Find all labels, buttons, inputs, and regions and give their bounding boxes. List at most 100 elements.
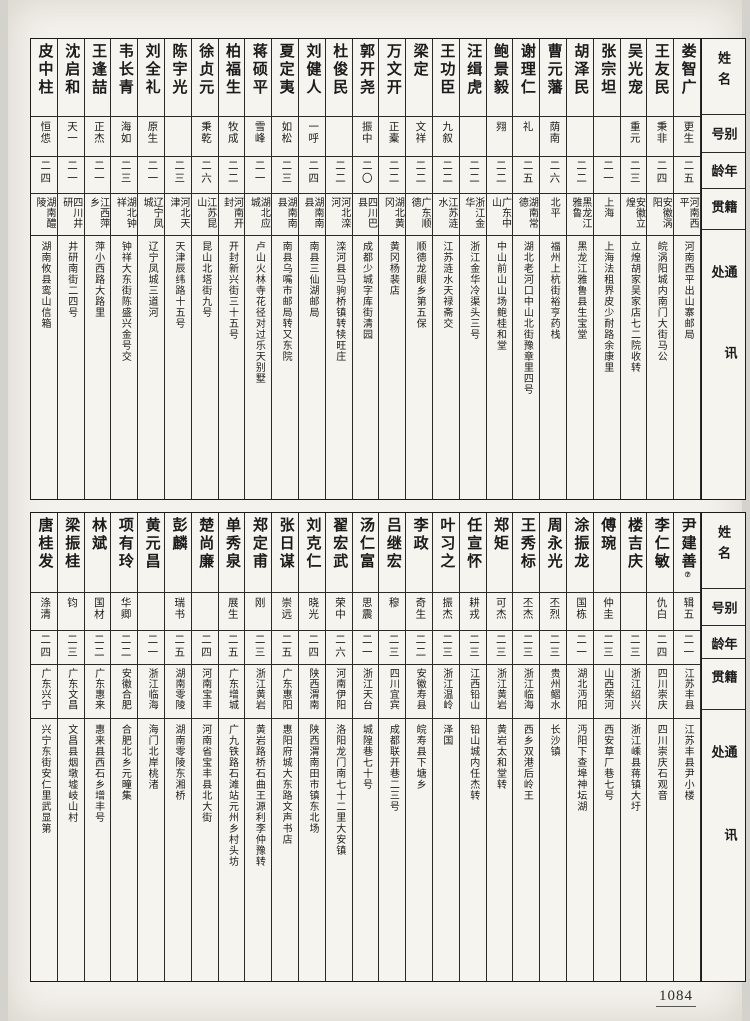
entry-age: 二五 — [272, 631, 299, 665]
entry-alias: 原生 — [138, 117, 165, 157]
entry-name: 唐桂发 — [31, 513, 57, 593]
entry-column: 郭开尧 振中 二〇 四川巴县 成都少城字库街清园 — [352, 39, 380, 499]
entry-native: 浙江临海 — [138, 665, 165, 719]
entry-address: 皖涡阳城内南门大街马公 — [655, 241, 667, 362]
entry-age: 二四 — [299, 631, 325, 665]
entry-name: 林斌 — [84, 513, 111, 593]
entry-native: 广东中山 — [486, 194, 513, 236]
entry-address: 南县乌嘴市邮局转又东院 — [280, 241, 292, 362]
entry-alias: 穆 — [379, 593, 406, 631]
entry-alias: 奇生 — [406, 593, 433, 631]
entry-column: 陈宇光 二三 河北天津 天津辰纬路十五号 — [165, 39, 192, 499]
entry-alias: 九叙 — [433, 117, 459, 157]
entry-native: 浙江绍兴 — [620, 665, 647, 719]
entry-native: 河南西平 — [674, 194, 700, 236]
entry-column: 刘健人 一呼 二四 湖南南县 南县三仙湖邮局 — [299, 39, 326, 499]
entry-native: 广东惠阳 — [272, 665, 299, 719]
entry-alias: 辑五 — [674, 593, 700, 631]
entry-column: 尹建善⑦ 辑五 二一 江苏丰县 江苏丰县尹小楼 — [674, 513, 701, 981]
entry-alias: 晓光 — [299, 593, 325, 631]
entry-name-note: ⑦ — [683, 571, 692, 579]
entry-name: 张日谋 — [272, 513, 299, 593]
entry-native: 河南伊阳 — [325, 665, 352, 719]
entry-native: 安徽合肥 — [111, 665, 138, 719]
entry-name: 任宣怀 — [459, 513, 486, 593]
entry-age: 二三 — [459, 631, 486, 665]
entry-address: 顺德龙眼乡第五保 — [414, 241, 426, 329]
entry-column: 彭麟 瑞书 二五 湖南零陵 湖南零陵东湘桥 — [165, 513, 192, 981]
entry-address: 中山前山山场鲍桂和堂 — [494, 241, 506, 351]
entry-name: 梁振桂 — [57, 513, 84, 593]
entry-age: 二二 — [84, 631, 111, 665]
entry-name: 李仁敏 — [647, 513, 674, 593]
entry-address: 四川崇庆石观音 — [655, 724, 667, 801]
entry-alias: 仲圭 — [593, 593, 620, 631]
entry-age: 二二 — [486, 157, 513, 194]
entry-alias — [593, 117, 620, 157]
entry-address: 长沙镇 — [548, 724, 560, 757]
entry-age: 二三 — [540, 631, 567, 665]
entry-native: 安徽涡阳 — [647, 194, 674, 236]
entry-column: 徐贞元 秉乾 二六 江苏昆山 昆山北塔街九号 — [191, 39, 219, 499]
entry-column: 任宣怀 耕戎 二三 江西铅山 铅山城内任杰转 — [459, 513, 487, 981]
entry-address: 文昌县烟墩墟岐山村 — [65, 724, 77, 823]
entry-address: 滦河县马驹桥镇转犊旺庄 — [333, 241, 345, 362]
entry-name: 楚尚廉 — [191, 513, 218, 593]
entry-native: 辽宁凤城 — [138, 194, 165, 236]
entry-address: 钟祥大东街陈盛兴金号交 — [119, 241, 131, 362]
entry-alias — [138, 593, 165, 631]
entry-address: 浙江金华冷渠头三号 — [467, 241, 479, 340]
entry-alias: 秉乾 — [191, 117, 218, 157]
entry-alias: 重元 — [620, 117, 647, 157]
entry-alias: 恒怹 — [31, 117, 57, 157]
entry-age: 二三 — [593, 631, 620, 665]
entry-native: 四川宜宾 — [379, 665, 406, 719]
entry-native: 江苏涟水 — [433, 194, 459, 236]
entry-alias: 可杰 — [486, 593, 513, 631]
entry-age: 二三 — [513, 631, 540, 665]
entry-address: 黄岩路桥石曲王源利李仲豫转 — [253, 724, 265, 867]
entry-alias: 正杰 — [84, 117, 111, 157]
entry-age: 二三 — [272, 157, 299, 194]
entry-age: 二四 — [191, 631, 218, 665]
entry-column: 翟宏武 荣中 二六 河南伊阳 洛阳龙门南七十二里大安镇 — [325, 513, 353, 981]
header-address: 通讯处 — [709, 745, 738, 912]
entry-name: 胡泽民 — [567, 39, 593, 117]
header-name: 姓名 — [702, 513, 745, 590]
entry-address: 湖南零陵东湘桥 — [172, 724, 184, 801]
entry-native: 浙江金华 — [459, 194, 486, 236]
entry-column: 蒋硕平 雪峰 二一 湖北应城 卢山火林寺花径对过乐天别墅 — [245, 39, 273, 499]
entry-address: 江苏涟水天禄斋交 — [440, 241, 452, 329]
entry-name: 万文开 — [379, 39, 406, 117]
entry-native: 广东顺德 — [406, 194, 433, 236]
entry-alias: 丕杰 — [513, 593, 540, 631]
entry-native: 河北天津 — [165, 194, 191, 236]
entry-native: 湖南常德 — [513, 194, 540, 236]
entry-native: 广东增城 — [218, 665, 245, 719]
entry-address: 昆山北塔街九号 — [199, 241, 211, 318]
entry-name: 鲍景毅 — [486, 39, 513, 117]
entry-age: 二四 — [31, 631, 57, 665]
entry-alias: 海如 — [111, 117, 138, 157]
entry-age: 二三 — [379, 631, 406, 665]
header-alias: 别号 — [702, 115, 745, 154]
entry-name: 刘健人 — [299, 39, 325, 117]
entry-column: 唐桂发 涤清 二四 广东兴宁 兴宁东街安仁里武显第 — [31, 513, 58, 981]
entry-address: 铅山城内任杰转 — [467, 724, 479, 801]
entry-name: 楼吉庆 — [620, 513, 647, 593]
entry-age: 二二 — [406, 157, 433, 194]
entry-age: 二五 — [513, 157, 540, 194]
entry-age: 二三 — [245, 631, 272, 665]
entry-address: 福州上杭街裕亨药栈 — [548, 241, 560, 340]
entry-address: 南县三仙湖邮局 — [306, 241, 318, 318]
directory-table-top: 姓名 别号 年龄 籍贯 通讯处 娄智广 更生 二五 河南西平 河南西平出山寨邮局… — [30, 38, 746, 500]
entry-age: 二三 — [111, 157, 138, 194]
entry-age: 二五 — [165, 631, 191, 665]
entry-age: 二二 — [406, 631, 433, 665]
entry-column: 王功臣 九叙 二二 江苏涟水 江苏涟水天禄斋交 — [433, 39, 460, 499]
entry-native: 贵州鳛水 — [540, 665, 567, 719]
entry-name: 周永光 — [540, 513, 567, 593]
entry-name: 杜俊民 — [325, 39, 352, 117]
entry-native: 广东兴宁 — [31, 665, 57, 719]
page-number: 1084 — [656, 988, 696, 1007]
